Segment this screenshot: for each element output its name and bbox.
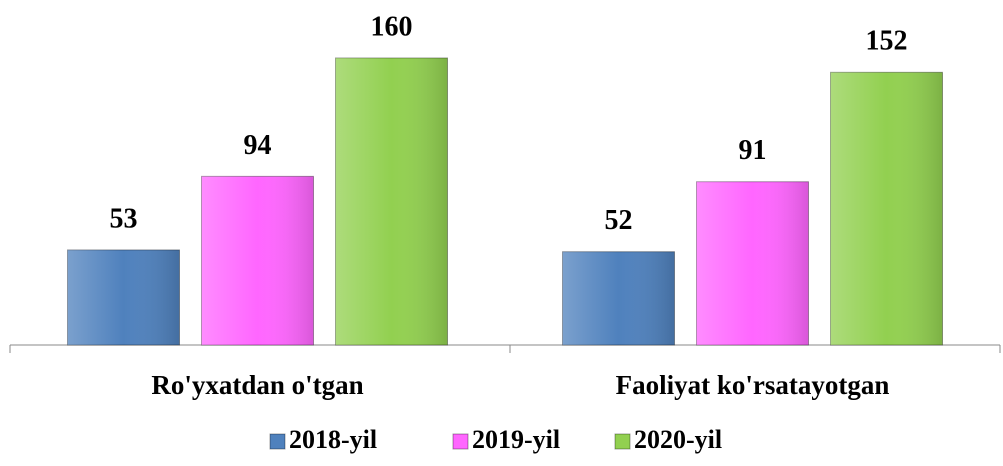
data-label: 160 (371, 11, 413, 42)
bar-shade (335, 57, 448, 346)
data-label: 152 (866, 26, 908, 57)
legend-label: 2019-yil (472, 425, 560, 454)
legend-swatch (452, 433, 469, 450)
legend-label: 2020-yil (634, 425, 722, 454)
legend-swatch (614, 433, 631, 450)
legend-swatch (269, 433, 286, 450)
bar-shade (562, 251, 675, 345)
bar-shade (201, 176, 314, 345)
x-tick-label: Faoliyat ko'rsatayotgan (616, 370, 890, 400)
data-label: 94 (244, 130, 272, 161)
legend-label: 2018-yil (289, 425, 377, 454)
bar-shade (696, 181, 809, 345)
bar-shade (67, 249, 180, 345)
data-label: 52 (605, 205, 633, 236)
bar-shade (830, 72, 943, 345)
data-label: 53 (110, 203, 138, 234)
data-label: 91 (739, 135, 767, 166)
x-tick-label: Ro'yxatdan o'tgan (151, 370, 363, 400)
